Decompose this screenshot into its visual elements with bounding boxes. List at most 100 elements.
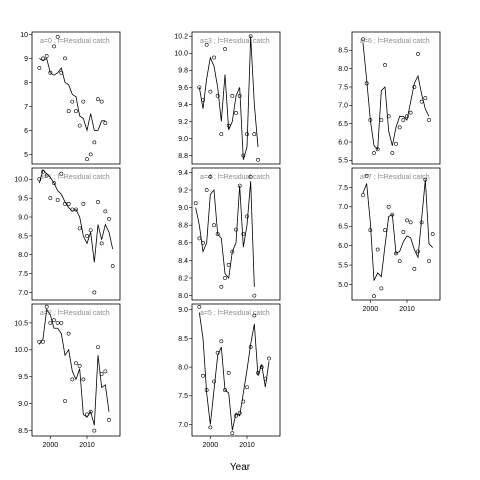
fit-line — [39, 57, 106, 132]
fit-line — [198, 312, 270, 431]
y-tick-label: 8.0 — [338, 66, 348, 73]
data-point — [59, 171, 64, 176]
y-tick-label: 6.5 — [338, 121, 348, 128]
data-point — [248, 34, 253, 39]
y-tick-label: 9.8 — [178, 68, 188, 75]
data-point — [361, 37, 365, 42]
panel-frame — [191, 303, 281, 437]
data-point — [85, 412, 89, 417]
data-point — [212, 379, 216, 384]
data-point — [212, 55, 216, 60]
data-point — [364, 173, 369, 178]
fit-line — [362, 42, 430, 151]
x-tick-label: 2000 — [43, 442, 59, 449]
data-point — [256, 370, 260, 375]
data-point — [234, 414, 238, 418]
y-tick-label: 9.5 — [18, 196, 28, 203]
data-point — [41, 56, 45, 61]
data-point — [77, 123, 82, 128]
data-point — [226, 262, 231, 267]
y-tick-label: 9.0 — [178, 307, 188, 314]
data-point — [66, 201, 71, 206]
data-point — [92, 290, 97, 295]
data-point — [401, 118, 406, 122]
data-point — [386, 114, 391, 119]
x-tick-label: 2000 — [363, 306, 379, 313]
data-point — [416, 249, 420, 254]
data-point — [48, 320, 53, 325]
data-point — [66, 109, 71, 114]
data-point — [88, 152, 93, 157]
data-point — [223, 388, 227, 392]
panel-frame — [191, 31, 281, 165]
y-tick-label: 10.0 — [174, 51, 188, 58]
y-tick-label: 7.5 — [338, 185, 348, 192]
data-point — [375, 247, 380, 252]
y-tick-label: 9.0 — [178, 205, 188, 212]
data-point — [66, 331, 71, 336]
data-point — [234, 111, 238, 115]
data-point — [241, 232, 246, 236]
data-point — [197, 85, 202, 90]
data-point — [204, 188, 209, 192]
y-tick-label: 10.2 — [174, 34, 188, 41]
data-point — [99, 241, 104, 246]
data-point — [201, 373, 205, 378]
data-point — [37, 66, 42, 70]
y-tick-label: 8.4 — [178, 258, 188, 265]
data-point — [107, 217, 111, 221]
panel-6: a=7 ; f=Residual catch 5.0 5.5 6.0 6.5 7.0 7.5… — [338, 167, 441, 313]
data-point — [267, 356, 271, 361]
data-point — [99, 372, 104, 376]
y-tick-label: 8.0 — [178, 293, 188, 300]
data-point — [248, 174, 253, 179]
data-point — [63, 201, 67, 206]
data-point — [208, 425, 213, 430]
data-point — [427, 259, 431, 264]
data-point — [379, 118, 384, 122]
y-tick-label: 9.6 — [178, 85, 188, 92]
y-tick-label: 6.0 — [338, 243, 348, 250]
y-tick-label: 9.2 — [178, 187, 188, 194]
data-point — [81, 201, 86, 206]
data-point — [375, 147, 380, 152]
y-tick-label: 7.5 — [178, 393, 188, 400]
data-point — [74, 361, 78, 366]
y-tick-label: 7.5 — [18, 271, 28, 278]
data-point — [41, 339, 45, 344]
y-tick-label: 6.5 — [338, 224, 348, 231]
data-point — [397, 125, 402, 130]
panel-5: a=4 ; f=Residual catch 8.0 8.2 8.4 8.6 8.8 9.0… — [178, 167, 281, 301]
data-point — [397, 259, 402, 264]
data-point — [223, 276, 227, 280]
data-point — [96, 345, 100, 350]
data-point — [368, 118, 373, 122]
data-point — [99, 99, 104, 104]
x-tick-label: 2000 — [203, 442, 219, 449]
y-tick-label: 7.0 — [178, 422, 188, 429]
data-point — [193, 201, 198, 206]
data-point — [52, 318, 56, 323]
fit-line — [362, 179, 433, 281]
panel-title: a=3 ; f=Residual catch — [200, 38, 270, 45]
y-tick-label: 7.0 — [338, 103, 348, 110]
data-point — [230, 93, 235, 98]
y-tick-label: 7.5 — [338, 84, 348, 91]
data-point — [70, 99, 75, 104]
y-tick-label: 6.0 — [338, 139, 348, 146]
data-point — [408, 110, 413, 115]
data-point — [223, 47, 227, 51]
data-point — [204, 388, 209, 392]
x-tick-label: 2010 — [239, 442, 255, 449]
data-point — [252, 313, 257, 318]
y-tick-label: 8 — [24, 80, 28, 87]
data-point — [59, 320, 64, 325]
panel-frame — [31, 31, 121, 165]
data-point — [96, 97, 100, 102]
data-point — [241, 399, 246, 404]
data-point — [394, 141, 398, 146]
data-point — [44, 173, 49, 178]
data-point — [110, 264, 115, 268]
data-point — [237, 183, 242, 188]
